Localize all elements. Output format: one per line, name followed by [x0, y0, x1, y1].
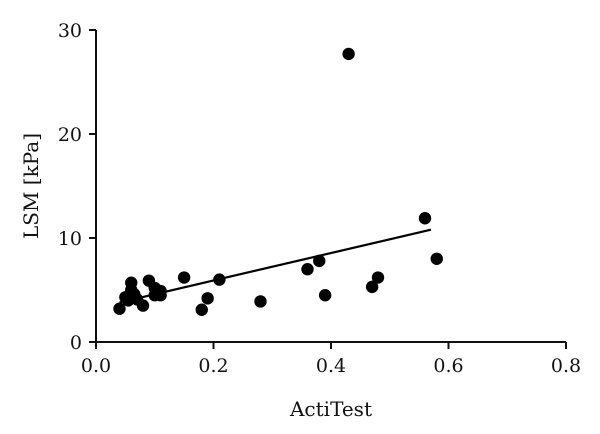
y-ticks: 0 10 20 30	[58, 20, 96, 354]
data-point	[318, 289, 332, 302]
y-tick-label: 0	[70, 332, 82, 354]
x-tick-label: 0.8	[551, 355, 581, 377]
y-tick-label: 10	[58, 228, 82, 250]
x-tick-label: 0.4	[316, 355, 346, 377]
data-point	[195, 303, 208, 316]
data-point	[254, 295, 267, 308]
x-tick-label: 0.0	[81, 355, 111, 377]
x-tick-label: 0.6	[433, 355, 463, 377]
points-layer	[113, 47, 443, 316]
x-ticks: 0.0 0.2 0.4 0.6 0.8	[81, 342, 581, 377]
fit-line-layer	[119, 228, 432, 304]
y-tick-label: 30	[58, 20, 82, 42]
data-point	[136, 299, 150, 312]
data-point	[342, 47, 355, 61]
data-point	[365, 280, 379, 294]
data-point	[113, 302, 126, 315]
data-point	[177, 271, 191, 284]
data-point	[154, 284, 167, 298]
data-point	[213, 273, 226, 286]
data-point	[418, 212, 432, 225]
data-point	[301, 263, 314, 276]
data-point	[313, 254, 326, 268]
x-tick-label: 0.2	[198, 355, 228, 377]
data-point	[430, 252, 443, 265]
y-axis-title: LSM [kPa]	[19, 133, 43, 239]
data-point	[371, 271, 385, 284]
data-point	[201, 292, 214, 305]
y-tick-label: 20	[58, 124, 82, 146]
x-axis-title: ActiTest	[289, 397, 372, 421]
regression-line	[119, 228, 432, 304]
